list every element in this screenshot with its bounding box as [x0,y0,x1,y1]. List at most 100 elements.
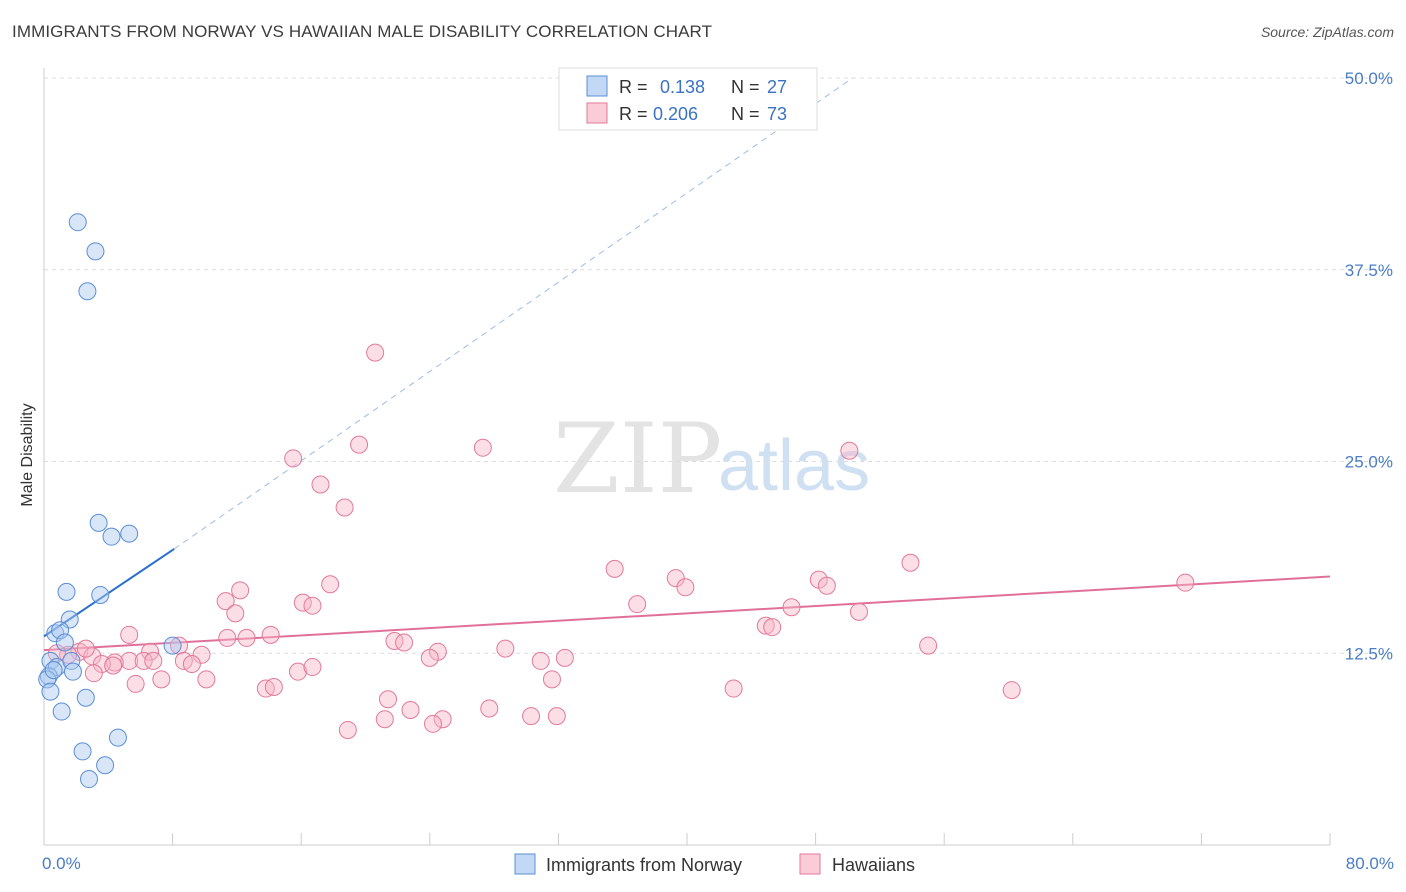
data-point-hawaiians [605,559,624,578]
data-point-hawaiians [531,651,550,670]
data-point-hawaiians [226,604,245,623]
data-point-hawaiians [152,670,171,689]
data-point-hawaiians [375,710,394,729]
legend-swatch-hawaiians [586,102,608,124]
x-tick-label: 80.0% [1346,854,1394,873]
x-tick-label: 0.0% [42,854,81,873]
data-point-norway [52,702,71,721]
legend-r-label-hawaiians: R = [619,104,648,124]
data-point-hawaiians [379,690,398,709]
data-point-hawaiians [555,648,574,667]
data-point-hawaiians [1002,681,1021,700]
data-point-hawaiians [84,664,103,683]
chart-title: IMMIGRANTS FROM NORWAY VS HAWAIIAN MALE … [12,22,713,41]
data-point-hawaiians [284,449,303,468]
data-point-hawaiians [522,707,541,726]
y-tick-label: 37.5% [1345,261,1393,280]
data-point-hawaiians [724,679,743,698]
watermark-atlas: atlas [718,426,870,506]
trend-lines [43,77,1331,652]
data-point-hawaiians [261,625,280,644]
data-point-hawaiians [424,714,443,733]
data-point-hawaiians [817,576,836,595]
trend-line-1 [43,575,1331,652]
trend-line-extension-0 [173,77,853,550]
data-point-norway [89,513,108,532]
data-point-hawaiians [420,648,439,667]
data-point-norway [78,282,97,301]
data-point-hawaiians [433,710,452,729]
data-point-hawaiians [321,575,340,594]
data-point-hawaiians [496,639,515,658]
legend-n-value-norway: 27 [767,77,787,97]
data-point-norway [39,667,58,686]
data-point-hawaiians [782,598,801,617]
series-legend: Immigrants from Norway Hawaiians [514,853,915,875]
data-point-hawaiians [901,553,920,572]
correlation-legend: R = 0.138 N = 27 R = 0.206 N = 73 [558,67,818,131]
y-tick-label: 25.0% [1345,453,1393,472]
data-point-hawaiians [144,651,163,670]
series-legend-label-hawaiians: Hawaiians [832,855,915,875]
legend-r-value-hawaiians: 0.206 [653,104,698,124]
data-point-norway [41,682,60,701]
tick-labels: 12.5% 25.0% 37.5% 50.0% 0.0% 80.0% [42,69,1394,873]
data-point-hawaiians [366,343,385,362]
data-point-hawaiians [231,581,250,600]
data-point-norway [96,756,115,775]
data-point-hawaiians [850,602,869,621]
watermark: ZIP atlas [553,403,870,515]
data-point-norway [108,728,127,747]
data-point-norway [46,624,65,643]
data-point-hawaiians [216,592,235,611]
data-point-hawaiians [547,707,566,726]
data-point-norway [73,742,92,761]
data-point-hawaiians [218,628,237,647]
data-point-norway [120,524,139,543]
data-point-norway [63,662,82,681]
data-point-hawaiians [350,435,369,454]
data-point-hawaiians [76,639,95,658]
data-point-hawaiians [480,699,499,718]
data-point-norway [86,242,105,261]
data-point-hawaiians [338,720,357,739]
data-point-norway [163,636,182,655]
data-point-norway [91,585,110,604]
data-point-hawaiians [311,475,330,494]
watermark-zip: ZIP [553,403,722,515]
data-point-hawaiians [385,631,404,650]
data-point-norway [102,527,121,546]
data-point-hawaiians [134,651,153,670]
data-point-hawaiians [182,654,201,673]
axes [43,68,1331,846]
data-point-hawaiians [401,701,420,720]
data-point-hawaiians [628,595,647,614]
data-point-hawaiians [666,569,685,588]
data-point-hawaiians [542,670,561,689]
series-legend-label-norway: Immigrants from Norway [546,855,742,875]
data-point-hawaiians [288,662,307,681]
data-point-hawaiians [104,656,123,675]
series-legend-swatch-hawaiians [799,853,821,875]
data-point-hawaiians [303,596,322,615]
legend-swatch-norway [586,75,608,97]
data-point-hawaiians [335,498,354,517]
data-point-hawaiians [303,658,322,677]
data-point-hawaiians [293,593,312,612]
legend-n-value-hawaiians: 73 [767,104,787,124]
data-point-hawaiians [264,677,283,696]
grid-lines [44,77,1392,654]
data-point-hawaiians [1176,573,1195,592]
data-point-hawaiians [473,438,492,457]
y-tick-label: 12.5% [1345,644,1393,663]
data-point-hawaiians [197,670,216,689]
data-point-hawaiians [105,653,124,672]
source-label: Source: ZipAtlas.com [1260,24,1394,40]
legend-n-label-norway: N = [731,77,760,97]
data-point-hawaiians [919,636,938,655]
data-point-norway [68,213,87,232]
data-point-hawaiians [192,645,211,664]
series-legend-swatch-norway [514,853,536,875]
legend-r-value-norway: 0.138 [660,77,705,97]
